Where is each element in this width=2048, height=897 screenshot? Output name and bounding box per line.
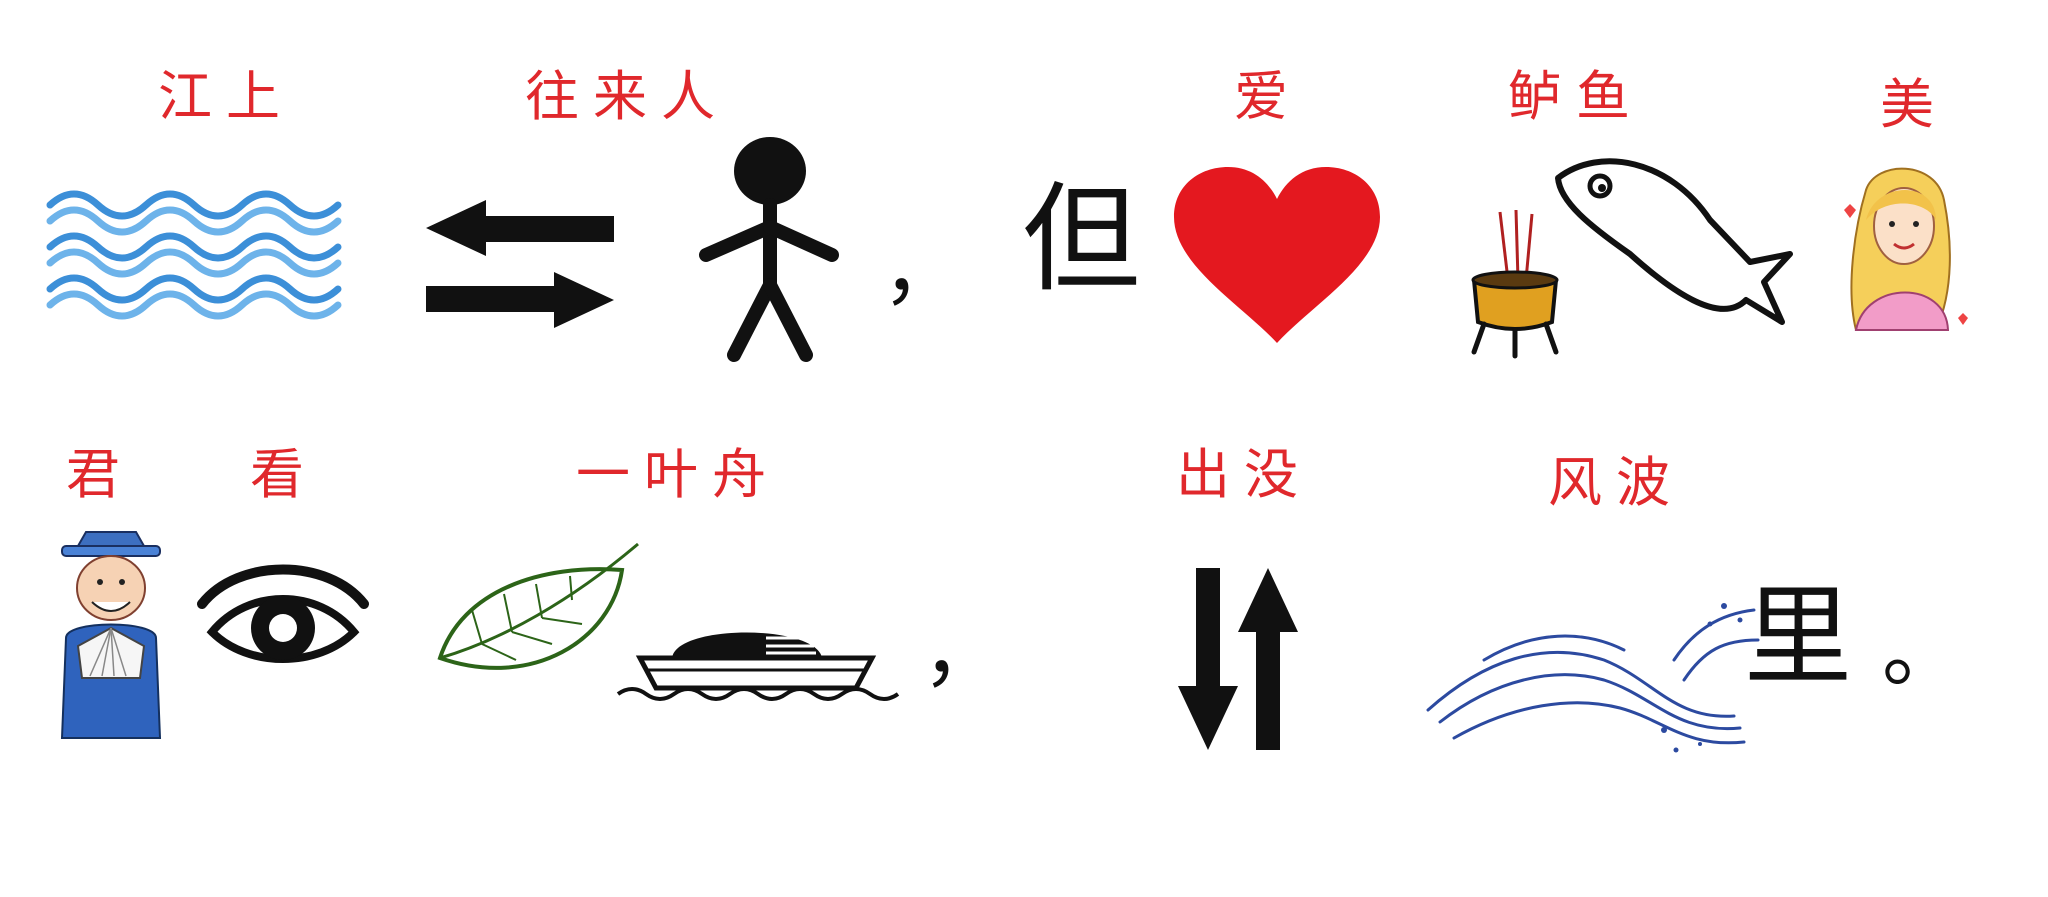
incense-burner-icon bbox=[1471, 209, 1559, 359]
scholar-icon bbox=[60, 531, 162, 739]
boat-icon bbox=[616, 632, 900, 701]
beauty-girl-icon bbox=[1844, 167, 1968, 331]
label-chumei: 出没 bbox=[1176, 443, 1312, 506]
label-luyu: 鲈鱼 bbox=[1508, 65, 1644, 128]
leaf-icon bbox=[437, 542, 639, 670]
up-down-arrows-icon bbox=[1178, 568, 1298, 750]
label-ai: 爱 bbox=[1234, 65, 1302, 128]
period-row2: 。 bbox=[1882, 605, 1962, 698]
label-fengbo: 风波 bbox=[1548, 451, 1684, 514]
label-jiangshang: 江上 bbox=[158, 65, 294, 128]
wave-splash-icon bbox=[1426, 603, 1760, 753]
waves-icon bbox=[46, 190, 342, 320]
eye-icon bbox=[197, 564, 369, 663]
stick-figure-icon bbox=[699, 137, 839, 362]
char-dan: 但 bbox=[1022, 170, 1141, 308]
label-jun: 君 bbox=[66, 443, 134, 506]
heart-icon bbox=[1174, 167, 1380, 343]
char-li: 里 bbox=[1744, 575, 1853, 700]
label-wanglairen: 往来人 bbox=[525, 65, 729, 128]
exchange-arrows-icon bbox=[426, 200, 614, 328]
comma-row2: ， bbox=[922, 605, 1002, 698]
fish-icon bbox=[1555, 158, 1793, 325]
label-mei: 美 bbox=[1880, 73, 1948, 136]
comma-row1: ， bbox=[882, 223, 962, 316]
label-yiyezhou: 一叶舟 bbox=[576, 443, 780, 506]
label-kan: 看 bbox=[250, 443, 318, 506]
